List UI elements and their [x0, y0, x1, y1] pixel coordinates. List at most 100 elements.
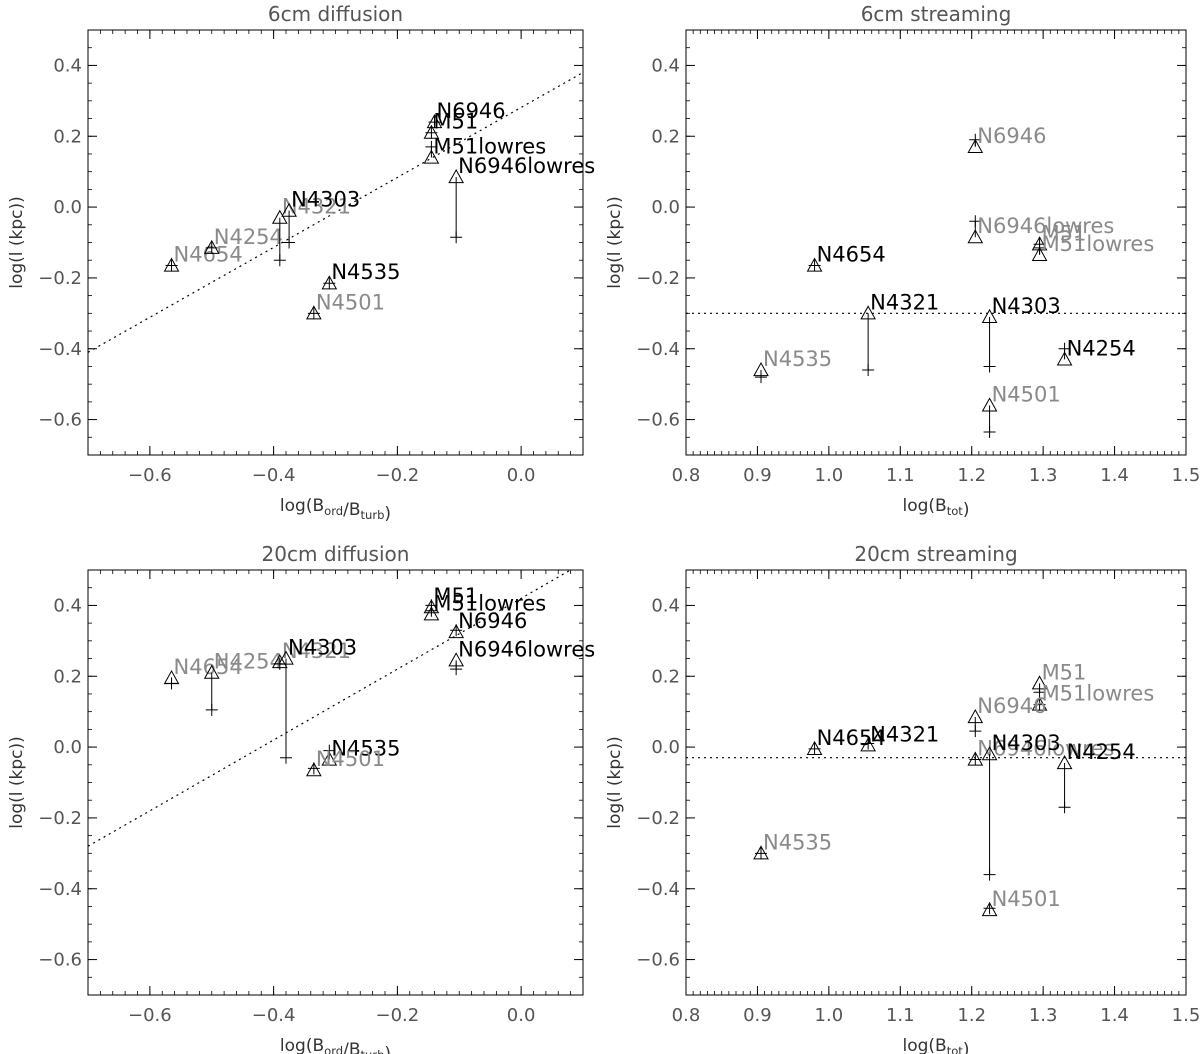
y-tick-label: 0.0 [53, 197, 82, 218]
triangle-marker [203, 239, 220, 254]
triangle-marker [163, 669, 180, 685]
y-tick-label: 0.2 [651, 126, 680, 147]
y-tick-label: −0.6 [38, 950, 82, 971]
plot-frame [685, 569, 1187, 996]
panel-title: 6cm diffusion [268, 2, 403, 26]
y-tick-label: 0.2 [53, 126, 82, 147]
triangle-marker [423, 124, 440, 139]
triangle-marker [1031, 246, 1048, 261]
triangle-marker [860, 305, 876, 320]
panel-2: 6cm streaming 0.8 0.9 1.0 1.1 1.2 1.3 1.4 1.5 0.4… [605, 2, 1200, 520]
plus-marker [280, 751, 292, 764]
triangle-marker [981, 397, 998, 412]
triangle-marker [806, 257, 823, 272]
point-label: N4535 [331, 260, 400, 284]
x-tick-label: 1.1 [886, 1005, 915, 1026]
point-label: N6946lowres [977, 214, 1114, 238]
x-tick-label: −0.6 [128, 465, 172, 486]
x-tick-label: 1.1 [886, 465, 915, 486]
x-tick-label: 0.9 [743, 465, 772, 486]
point-label: N6946 [977, 694, 1046, 718]
x-tick-label: 0.9 [743, 1005, 772, 1026]
plus-marker [307, 762, 320, 775]
point-label: N6946 [458, 609, 527, 633]
triangle-marker [271, 209, 288, 224]
y-tick-label: 0.0 [53, 737, 82, 758]
triangle-marker [967, 708, 984, 724]
point-label: N6946 [437, 99, 506, 123]
point-label: N4654 [174, 655, 243, 679]
panel-title: 20cm streaming [854, 542, 1017, 566]
point-label: M51lowres [1042, 232, 1155, 256]
x-tick-label: 0.0 [507, 465, 536, 486]
triangle-marker [281, 202, 297, 217]
y-tick-label: 0.4 [651, 55, 680, 76]
plot-frame [87, 29, 584, 456]
point-label: N4501 [992, 887, 1061, 911]
point-label: M51 [1042, 221, 1087, 245]
triangle-marker [426, 114, 443, 129]
point-label: N4254 [214, 225, 283, 249]
panel-title: 20cm diffusion [262, 542, 410, 566]
triangle-marker [305, 762, 322, 777]
triangle-marker [806, 740, 823, 755]
point-label: M51lowres [433, 591, 546, 615]
panel-title: 6cm streaming [861, 2, 1012, 26]
point-label: N4654 [817, 726, 886, 750]
plus-marker [450, 663, 463, 676]
x-axis-label: log(Bord/Bturb) [280, 496, 391, 524]
y-tick-label: −0.2 [38, 808, 82, 829]
plus-marker [323, 744, 336, 757]
plus-marker [755, 371, 767, 384]
point-label: M51lowres [433, 135, 546, 159]
triangle-marker [448, 652, 465, 667]
plus-marker [1033, 686, 1046, 699]
y-tick-label: 0.0 [651, 197, 680, 218]
panel-4: 20cm streaming 0.8 0.9 1.0 1.1 1.2 1.3 1.4 1.5 0.… [605, 542, 1200, 1054]
x-tick-label: 1.5 [1172, 1005, 1200, 1026]
triangle-marker [981, 308, 998, 323]
point-label: N4535 [763, 830, 832, 854]
y-tick-label: 0.4 [53, 595, 82, 616]
y-axis-label: log(l (kpc)) [605, 196, 625, 289]
x-tick-label: 0.8 [672, 465, 701, 486]
x-tick-label: 1.3 [1029, 465, 1058, 486]
x-tick-label: 1.5 [1172, 465, 1200, 486]
triangle-marker [203, 664, 220, 679]
plus-marker [450, 231, 463, 244]
x-axis-label: log(Btot) [903, 1036, 970, 1054]
point-label: M51 [433, 584, 478, 608]
x-tick-label: −0.4 [252, 1005, 296, 1026]
point-label: N6946lowres [977, 736, 1114, 760]
point-label: N4254 [1067, 740, 1136, 764]
point-label: N4303 [288, 636, 357, 660]
triangle-marker [423, 606, 440, 621]
point-label: N4321 [282, 195, 351, 219]
point-label: N4535 [763, 347, 832, 371]
panel-3: 20cm diffusion −0.6 −0.4 −0.2 0.0 0.4 0.2 0.0 −0… [7, 542, 595, 1054]
x-tick-label: 1.4 [1100, 1005, 1129, 1026]
triangle-marker [753, 845, 769, 860]
x-tick-label: 0.0 [507, 1005, 536, 1026]
triangle-marker [753, 361, 769, 377]
x-tick-label: 1.2 [957, 465, 986, 486]
point-label: N4254 [1067, 336, 1136, 360]
triangle-marker [967, 229, 984, 244]
x-tick-label: 1.4 [1100, 465, 1129, 486]
plus-marker [283, 236, 296, 249]
y-tick-label: −0.4 [636, 339, 680, 360]
y-tick-label: 0.2 [651, 666, 680, 687]
y-tick-label: 0.4 [53, 55, 82, 76]
triangle-marker [1056, 754, 1073, 770]
y-axis-label: log(l (kpc)) [605, 736, 625, 829]
x-tick-label: −0.2 [376, 465, 420, 486]
y-tick-label: −0.2 [636, 808, 680, 829]
y-tick-label: −0.2 [636, 268, 680, 289]
point-label: N4321 [870, 722, 939, 746]
triangle-marker [1031, 675, 1048, 690]
triangle-marker [1056, 351, 1073, 366]
triangle-marker [967, 138, 984, 153]
triangle-marker [423, 149, 440, 164]
triangle-marker [1031, 696, 1048, 711]
